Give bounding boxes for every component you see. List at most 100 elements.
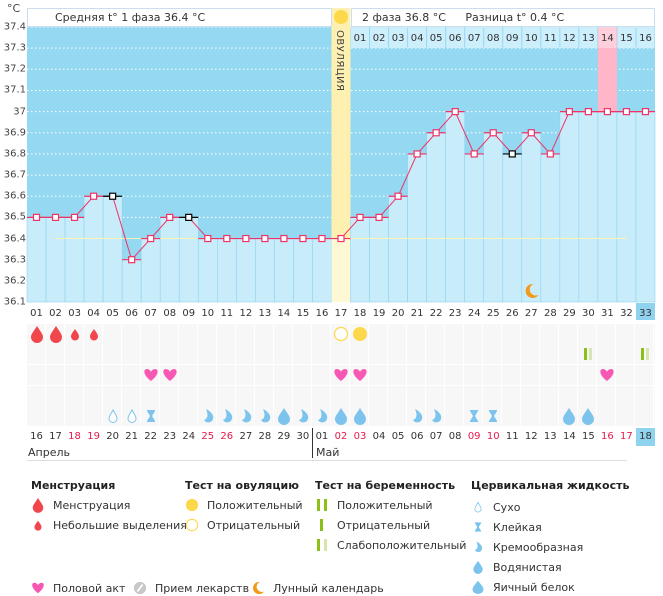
calendar-date: 26 (220, 431, 234, 442)
heart-icon[interactable] (351, 366, 369, 384)
pill-icon (133, 581, 147, 595)
fluid-watery-icon[interactable] (275, 407, 293, 425)
cycle-day-label: 10 (201, 308, 214, 319)
fluid-sticky-icon[interactable] (484, 407, 502, 425)
heart-icon[interactable] (598, 366, 616, 384)
fluid-watery-icon[interactable] (332, 407, 350, 425)
temperature-bar (540, 153, 561, 303)
fluid-dry-icon[interactable] (104, 407, 122, 425)
legend-intercourse: Половой акт (31, 580, 125, 596)
fluid-creamy-icon[interactable] (294, 407, 312, 425)
fluid-dry-icon[interactable] (123, 407, 141, 425)
calendar-date: 28 (258, 431, 272, 442)
fluid-creamy-icon[interactable] (237, 407, 255, 425)
phase2-day-label: 07 (468, 33, 481, 44)
phase2-day-cell (446, 27, 465, 48)
legend-ovulation-title: Тест на овуляцию (185, 479, 299, 492)
phase2-day-cell (636, 27, 655, 48)
temperature-point (622, 108, 631, 116)
calendar-date: 27 (239, 431, 253, 442)
phase2-day-label: 01 (354, 33, 367, 44)
temperature-bar (64, 217, 85, 303)
calendar-date: 21 (125, 431, 138, 442)
temperature-chart: 01 02 03 04 05 06 07 08 09 10 11 12 13 14 15 16 01 02 03 04… (26, 8, 656, 320)
menstruation-drop-icon[interactable] (47, 325, 65, 343)
y-tick-label: 36.2 (3, 275, 26, 287)
temperature-bar (45, 217, 66, 303)
cycle-day-label: 26 (506, 308, 519, 319)
pregnancy-weak-icon[interactable] (636, 345, 654, 363)
phase2-day-label: 12 (563, 33, 576, 44)
temperature-bar (83, 195, 104, 303)
temperature-bar (559, 111, 580, 303)
temperature-point (109, 192, 117, 200)
y-tick-label: 36.7 (3, 169, 26, 181)
calendar-date: 17 (49, 431, 62, 442)
temperature-point (413, 150, 421, 158)
calendar-date: 09 (467, 431, 481, 442)
temperature-point (280, 234, 288, 243)
pregnancy-weak-icon[interactable] (579, 345, 597, 363)
fluid-watery-icon[interactable] (560, 407, 578, 425)
temperature-point (32, 213, 41, 221)
phase2-day-label: 08 (487, 33, 500, 44)
temperature-bar (426, 132, 446, 303)
legend-medication: Прием лекарств (133, 580, 249, 596)
calendar-date: 11 (505, 431, 519, 442)
temperature-bar (159, 217, 180, 303)
legend-fluid-dry: Сухо (471, 499, 520, 515)
fluid-sticky-icon (474, 522, 482, 532)
temperature-point (470, 150, 478, 158)
fluid-watery-icon (473, 560, 483, 574)
cycle-day-label: 32 (620, 308, 633, 319)
temperature-difference: Разница t° 0.4 °C (465, 11, 565, 24)
cycle-day-label: 12 (239, 308, 252, 319)
fluid-sticky-icon[interactable] (142, 407, 160, 425)
fluid-watery-icon[interactable] (351, 407, 369, 425)
heart-icon[interactable] (142, 366, 160, 384)
temperature-point (261, 234, 269, 243)
temperature-bar (350, 217, 370, 303)
menstruation-drop-icon[interactable] (28, 325, 46, 343)
y-tick-label: 37 (13, 106, 26, 118)
cycle-day-label: 01 (30, 308, 43, 319)
fluid-creamy-icon[interactable] (256, 407, 274, 425)
ovulation-negative-icon[interactable] (332, 325, 350, 343)
temperature-point (242, 234, 250, 243)
temperature-bar (274, 238, 294, 303)
temperature-point (375, 213, 383, 221)
temperature-point (546, 150, 554, 158)
temperature-bar (502, 153, 523, 303)
calendar-date: 16 (601, 431, 614, 442)
spotting-drop-icon[interactable] (85, 325, 103, 343)
small-drop-icon (34, 520, 42, 531)
calendar-date: 25 (201, 431, 215, 442)
temperature-point (508, 150, 516, 158)
fluid-creamy-icon[interactable] (408, 407, 426, 425)
temperature-point (147, 234, 155, 243)
phase2-day-cell (579, 27, 598, 48)
ovulation-positive-icon[interactable] (351, 325, 369, 343)
calendar-date: 01 (315, 431, 329, 442)
calendar-date: 24 (182, 431, 196, 442)
month-april: Апрель (28, 446, 70, 459)
spotting-drop-icon[interactable] (66, 325, 84, 343)
fluid-sticky-icon[interactable] (465, 407, 483, 425)
calendar-date: 20 (106, 431, 119, 442)
fluid-creamy-icon[interactable] (199, 407, 217, 425)
calendar-date: 02 (334, 431, 348, 442)
phase2-day-label: 04 (411, 33, 424, 44)
cycle-day-label: 20 (392, 308, 405, 319)
heart-icon[interactable] (161, 366, 179, 384)
phase2-day-cell (408, 27, 427, 48)
fluid-creamy-icon[interactable] (218, 407, 236, 425)
fluid-creamy-icon[interactable] (427, 407, 445, 425)
drop-icon (32, 498, 44, 513)
legend-ovulation-negative: Отрицательный (185, 517, 300, 533)
phase2-summary: 2 фаза 36.8 °C Разница t° 0.4 °C (351, 8, 655, 27)
fluid-watery-icon[interactable] (579, 407, 597, 425)
fluid-creamy-icon[interactable] (313, 407, 331, 425)
phase2-day-label: 11 (544, 33, 557, 44)
y-tick-label: 36.5 (3, 211, 26, 223)
heart-icon[interactable] (332, 366, 350, 384)
